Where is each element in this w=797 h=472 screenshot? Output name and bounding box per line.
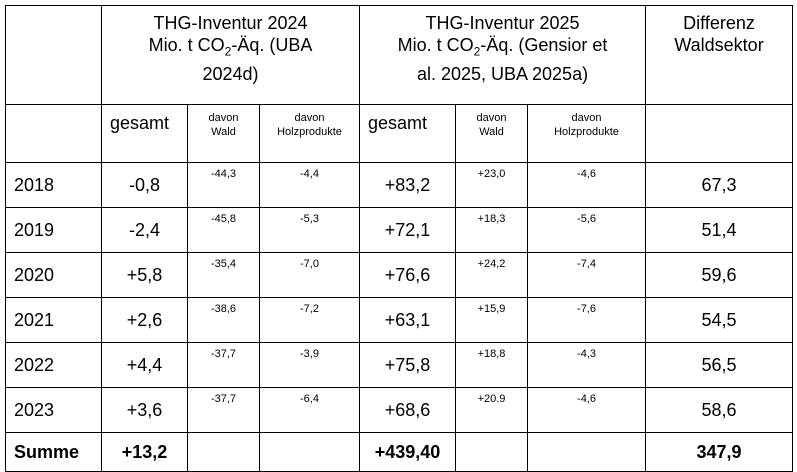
subheader-row: gesamt davon Wald davon Holzprodukte gesam… xyxy=(5,104,794,163)
diff-cell: 58,6 xyxy=(645,387,794,433)
holz-2024-cell: -3,9 xyxy=(258,342,361,388)
diff-cell: 59,6 xyxy=(645,252,794,298)
corner-cell xyxy=(5,5,102,105)
header-2025-unit: Mio. t CO2-Äq. (Gensior et xyxy=(397,35,608,59)
diff-cell: 54,5 xyxy=(645,297,794,343)
wald-2024-cell: -37,7 xyxy=(187,342,260,388)
holz-2024-cell: -4,4 xyxy=(258,162,361,208)
diff-cell: 51,4 xyxy=(645,207,794,253)
gesamt-2025-cell: +72,1 xyxy=(359,207,457,253)
year-cell: 2019 xyxy=(5,207,102,253)
gesamt-2024-cell: +2,6 xyxy=(101,297,188,343)
holz-2025-cell: -5,6 xyxy=(527,207,647,253)
gesamt-2025-cell: +76,6 xyxy=(359,252,457,298)
subheader-diff-empty xyxy=(645,104,794,163)
sum-gesamt-2025: +439,40 xyxy=(359,432,457,472)
wald-2025-cell: +24,2 xyxy=(455,252,529,298)
year-cell: 2023 xyxy=(5,387,102,433)
table-row: 2022 +4,4 -37,7 -3,9 +75,8 +18,8 -4,3 56… xyxy=(5,342,794,388)
subheader-empty xyxy=(5,104,102,163)
diff-cell: 67,3 xyxy=(645,162,794,208)
holz-2024-cell: -6,4 xyxy=(258,387,361,433)
sum-empty-cell xyxy=(455,432,529,472)
holz-2025-cell: -4,6 xyxy=(527,162,647,208)
header-inventory-2024: THG-Inventur 2024 Mio. t CO2-Äq. (UBA 20… xyxy=(100,5,361,105)
subheader-gesamt-2025: gesamt xyxy=(359,104,457,163)
sum-label: Summe xyxy=(5,432,102,472)
gesamt-2024-cell: +5,8 xyxy=(101,252,188,298)
subheader-gesamt-2024: gesamt xyxy=(101,104,188,163)
header-inventory-2025: THG-Inventur 2025 Mio. t CO2-Äq. (Gensio… xyxy=(359,5,647,105)
header-2024-title: THG-Inventur 2024 xyxy=(153,13,308,33)
sum-gesamt-2024: +13,2 xyxy=(101,432,188,472)
holz-2025-cell: -7,6 xyxy=(527,297,647,343)
holz-2025-cell: -7,4 xyxy=(527,252,647,298)
wald-2024-cell: -35,4 xyxy=(187,252,260,298)
gesamt-2024-cell: -2,4 xyxy=(101,207,188,253)
holz-2024-cell: -7,2 xyxy=(258,297,361,343)
ghg-inventory-table: THG-Inventur 2024 Mio. t CO2-Äq. (UBA 20… xyxy=(5,5,794,472)
wald-2024-cell: -44,3 xyxy=(187,162,260,208)
header-difference: Differenz Waldsektor xyxy=(645,5,794,105)
table-row: 2023 +3,6 -37,7 -6,4 +68,6 +20.9 -4,6 58… xyxy=(5,387,794,433)
header-2024-unit: Mio. t CO2-Äq. (UBA xyxy=(148,35,313,59)
holz-2025-cell: -4,3 xyxy=(527,342,647,388)
gesamt-2025-cell: +63,1 xyxy=(359,297,457,343)
subheader-holz-2025: davon Holzprodukte xyxy=(527,104,647,163)
header-2025-source: al. 2025, UBA 2025a) xyxy=(416,63,589,84)
wald-2025-cell: +18,3 xyxy=(455,207,529,253)
gesamt-2024-cell: +3,6 xyxy=(101,387,188,433)
year-cell: 2021 xyxy=(5,297,102,343)
wald-2024-cell: -38,6 xyxy=(187,297,260,343)
sum-empty-cell xyxy=(258,432,361,472)
sum-diff: 347,9 xyxy=(645,432,794,472)
sum-row: Summe +13,2 +439,40 347,9 xyxy=(5,432,794,472)
wald-2024-cell: -37,7 xyxy=(187,387,260,433)
gesamt-2025-cell: +68,6 xyxy=(359,387,457,433)
holz-2024-cell: -5,3 xyxy=(258,207,361,253)
sum-empty-cell xyxy=(527,432,647,472)
wald-2025-cell: +23,0 xyxy=(455,162,529,208)
wald-2024-cell: -45,8 xyxy=(187,207,260,253)
table-row: 2018 -0,8 -44,3 -4,4 +83,2 +23,0 -4,6 67… xyxy=(5,162,794,208)
diff-cell: 56,5 xyxy=(645,342,794,388)
year-cell: 2018 xyxy=(5,162,102,208)
table-row: 2021 +2,6 -38,6 -7,2 +63,1 +15,9 -7,6 54… xyxy=(5,297,794,343)
holz-2024-cell: -7,0 xyxy=(258,252,361,298)
wald-2025-cell: +15,9 xyxy=(455,297,529,343)
header-2024-source: 2024d) xyxy=(202,63,259,84)
gesamt-2024-cell: +4,4 xyxy=(101,342,188,388)
table-row: 2020 +5,8 -35,4 -7,0 +76,6 +24,2 -7,4 59… xyxy=(5,252,794,298)
holz-2025-cell: -4,6 xyxy=(527,387,647,433)
gesamt-2025-cell: +75,8 xyxy=(359,342,457,388)
year-cell: 2020 xyxy=(5,252,102,298)
wald-2025-cell: +18,8 xyxy=(455,342,529,388)
subheader-wald-2025: davon Wald xyxy=(455,104,529,163)
wald-2025-cell: +20.9 xyxy=(455,387,529,433)
table-row: 2019 -2,4 -45,8 -5,3 +72,1 +18,3 -5,6 51… xyxy=(5,207,794,253)
header-2025-title: THG-Inventur 2025 xyxy=(425,13,580,33)
year-cell: 2022 xyxy=(5,342,102,388)
gesamt-2025-cell: +83,2 xyxy=(359,162,457,208)
header-row: THG-Inventur 2024 Mio. t CO2-Äq. (UBA 20… xyxy=(5,5,794,105)
subheader-holz-2024: davon Holzprodukte xyxy=(258,104,361,163)
gesamt-2024-cell: -0,8 xyxy=(101,162,188,208)
sum-empty-cell xyxy=(187,432,260,472)
subheader-wald-2024: davon Wald xyxy=(187,104,260,163)
